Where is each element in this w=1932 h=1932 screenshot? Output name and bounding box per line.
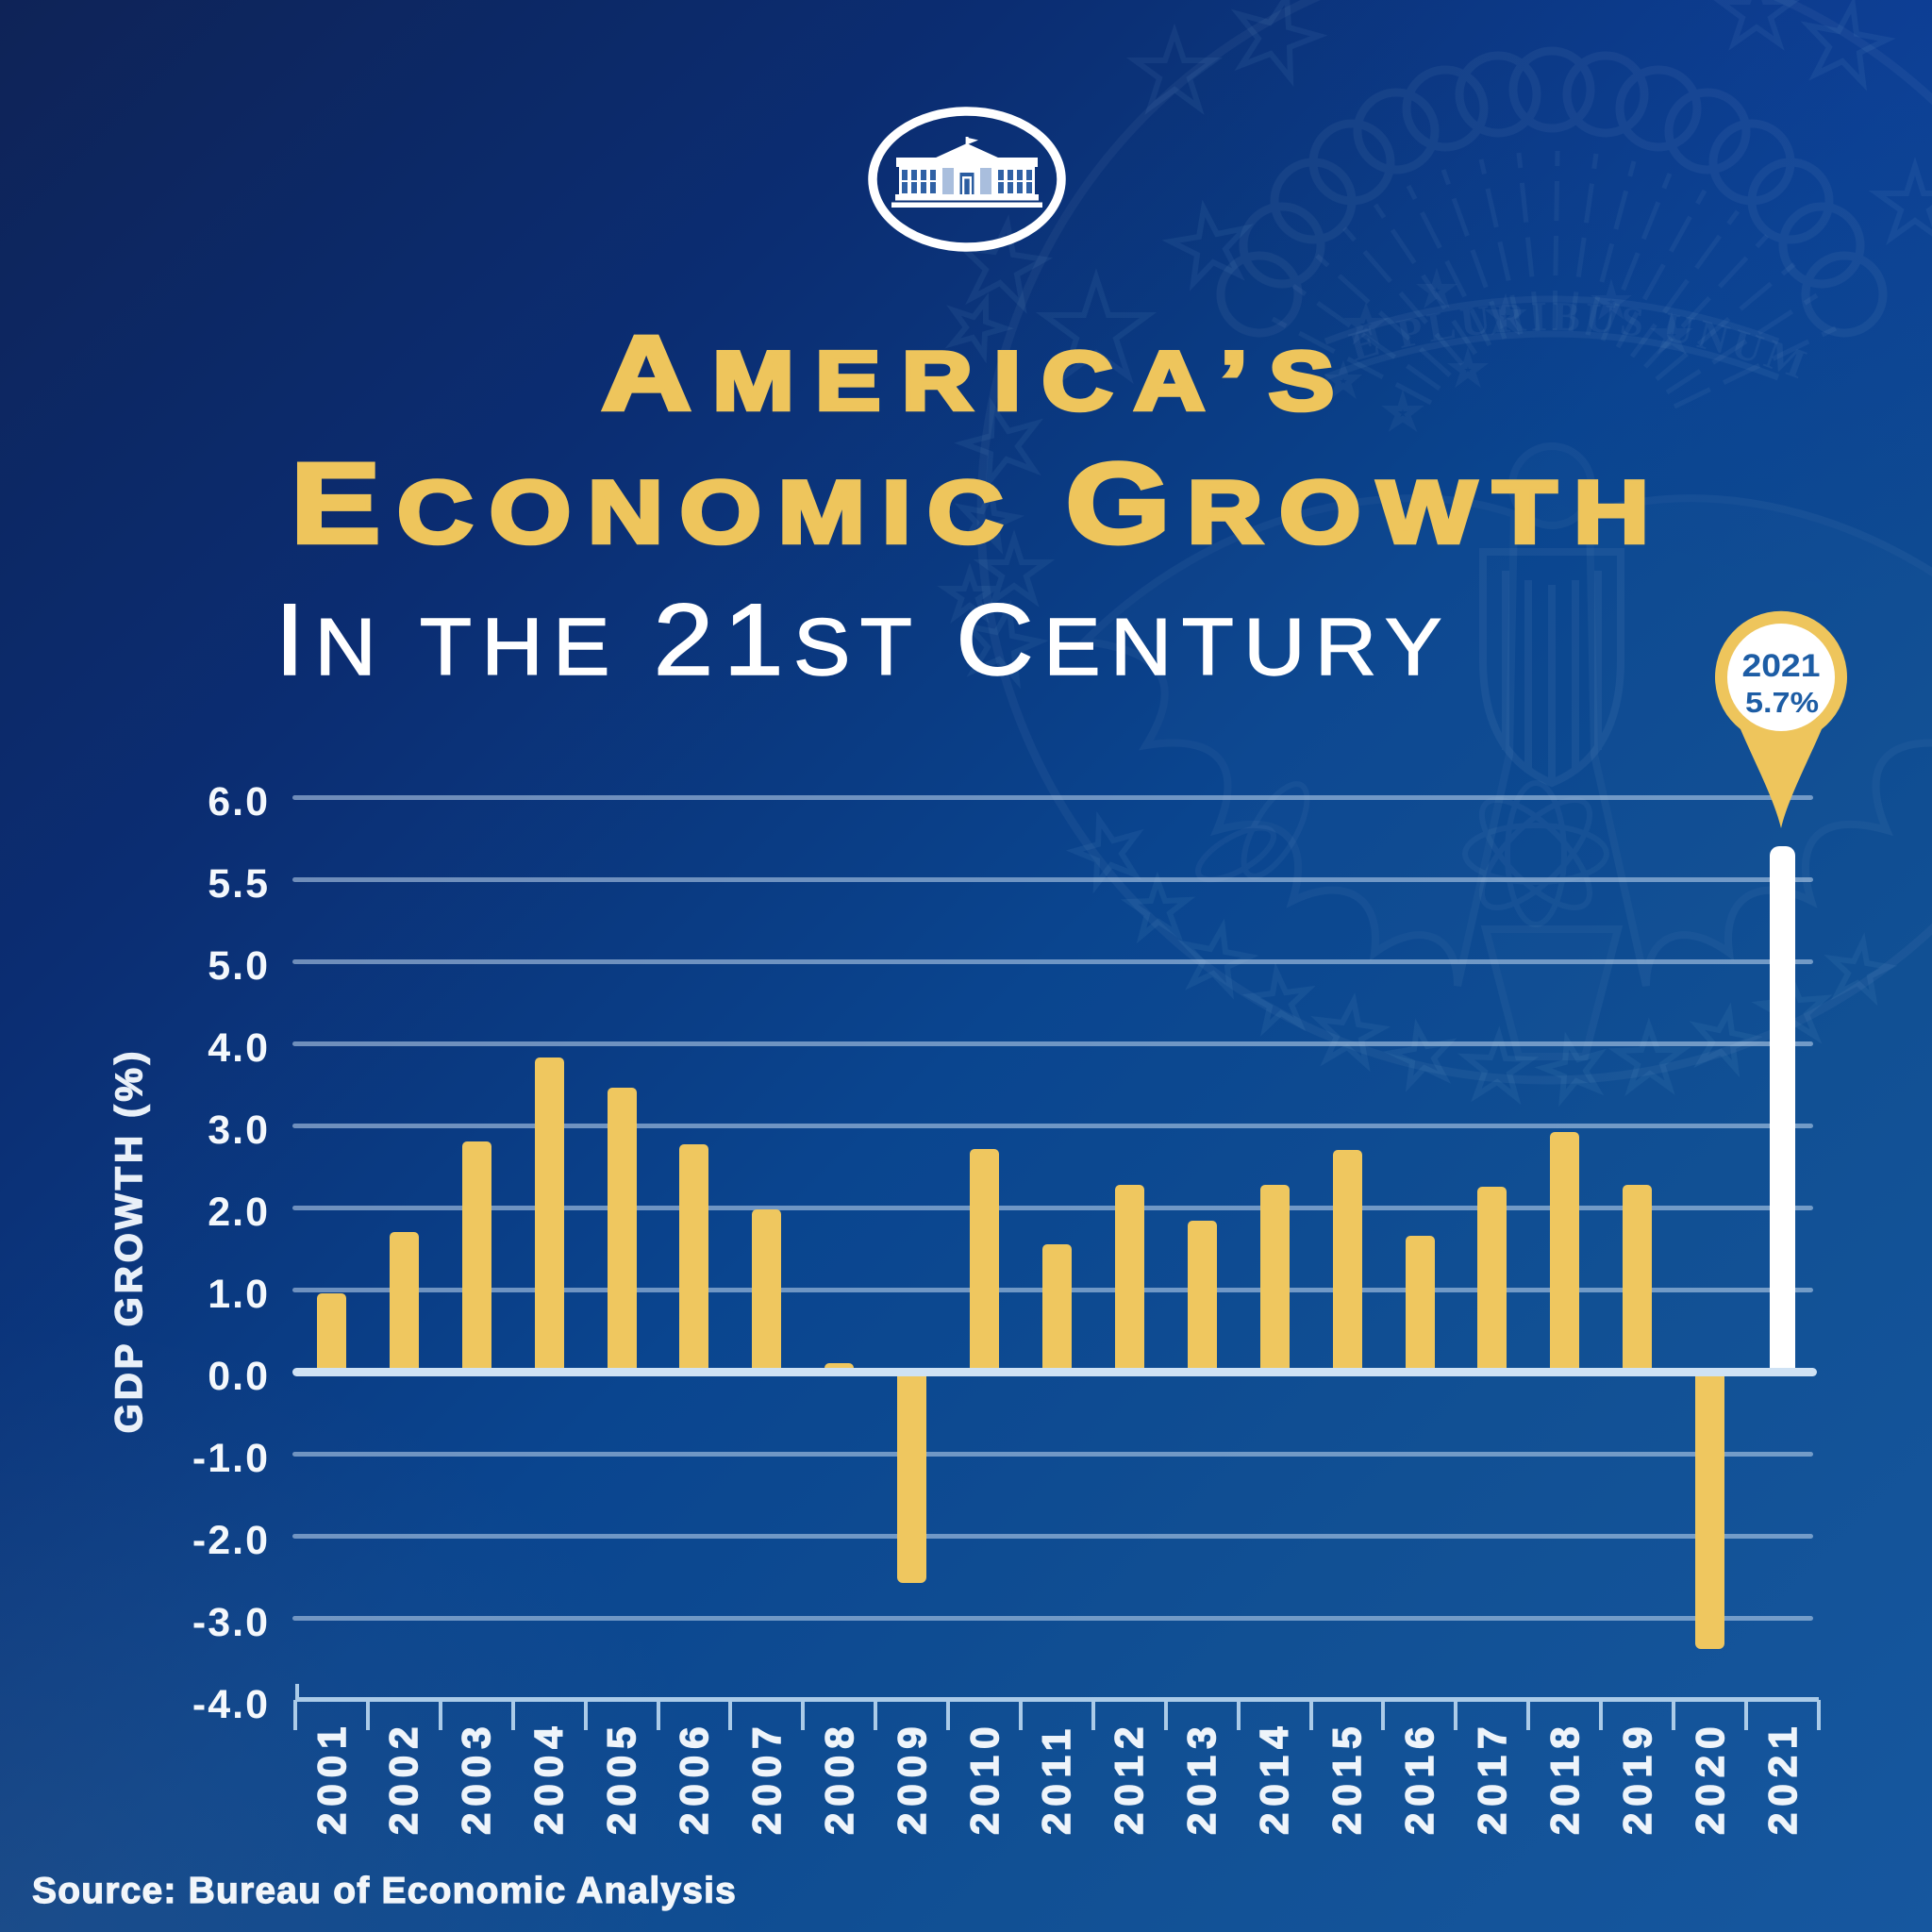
svg-text:5.7%: 5.7%: [1745, 686, 1819, 719]
svg-text:2021: 2021: [1742, 648, 1821, 684]
